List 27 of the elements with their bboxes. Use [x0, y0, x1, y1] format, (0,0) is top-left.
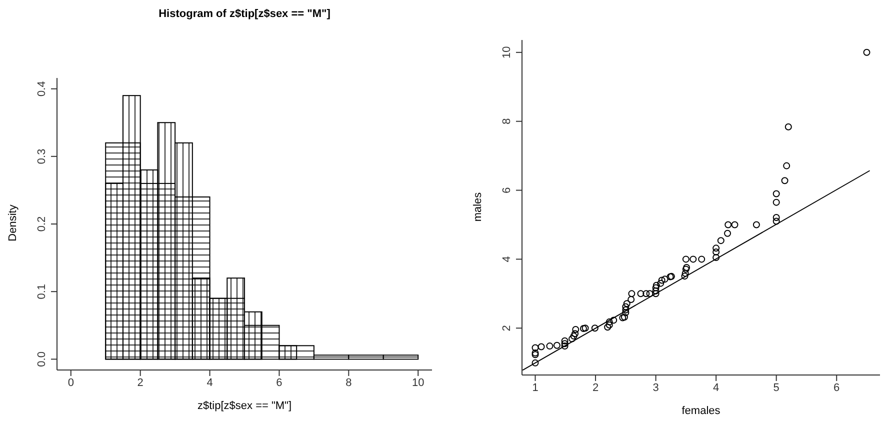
x-tick-label: 2 [592, 382, 599, 394]
y-tick-label: 10 [501, 46, 513, 59]
y-axis-title: Density [7, 204, 19, 244]
y-tick-label: 6 [501, 187, 513, 194]
y-tick-label: 4 [501, 256, 513, 262]
y-tick-label: 2 [501, 325, 513, 332]
y-tick-label: 8 [501, 118, 513, 124]
x-axis-title: z$tip[z$sex == "M"] [196, 400, 292, 412]
x-tick-label: 4 [206, 376, 213, 389]
x-tick-label: 5 [773, 382, 780, 394]
x-tick-label: 2 [137, 376, 144, 389]
y-tick-label: 0.1 [36, 284, 48, 300]
x-tick-label: 1 [532, 382, 538, 394]
x-tick-label: 10 [412, 376, 424, 389]
x-tick-label: 6 [834, 382, 840, 394]
x-tick-label: 6 [276, 376, 282, 389]
x-tick-label: 8 [346, 376, 352, 389]
y-tick-label: 0.4 [36, 81, 48, 96]
y-tick-label: 0.3 [36, 148, 48, 164]
x-axis-title: females [680, 405, 722, 417]
x-tick-label: 3 [652, 382, 659, 394]
x-tick-label: 4 [713, 382, 720, 394]
y-axis-title: males [472, 190, 484, 224]
chart-title: Histogram of z$tip[z$sex == "M"] [158, 8, 332, 20]
x-tick-label: 0 [68, 376, 74, 389]
y-tick-label: 0.2 [36, 216, 48, 232]
y-tick-label: 0.0 [36, 352, 48, 367]
